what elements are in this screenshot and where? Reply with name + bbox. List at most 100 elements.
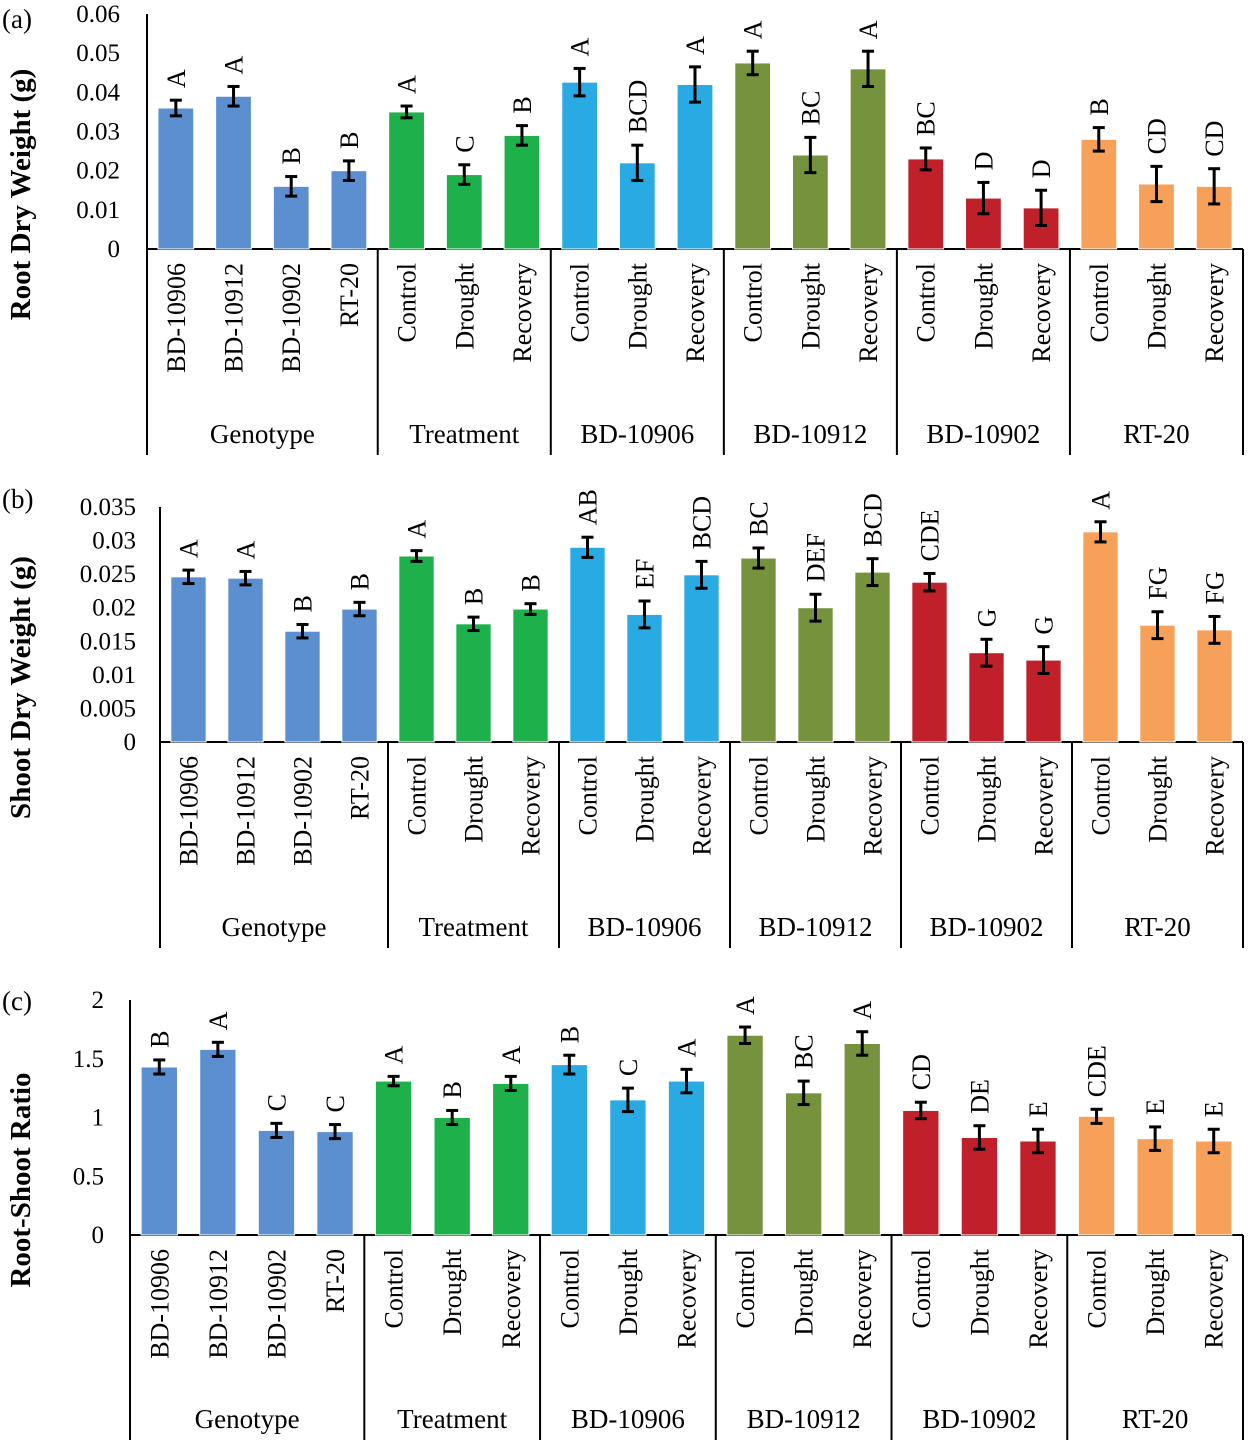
- x-tick-label: Recovery: [1024, 1249, 1053, 1349]
- group-label: Treatment: [397, 1404, 507, 1434]
- bar: [1080, 138, 1118, 250]
- bar: [170, 576, 207, 743]
- bar: [609, 1099, 647, 1236]
- group-label: BD-10912: [753, 419, 867, 449]
- x-tick-label: Control: [916, 756, 945, 835]
- x-tick-label: Drought: [438, 1248, 467, 1335]
- x-tick-label: Control: [566, 263, 595, 342]
- bar: [734, 62, 772, 250]
- x-tick-label: Drought: [460, 755, 489, 842]
- x-tick-label: Control: [1087, 756, 1116, 835]
- group-label: RT-20: [1124, 912, 1190, 942]
- bar: [140, 1066, 178, 1236]
- bar: [455, 623, 492, 743]
- bar: [676, 84, 714, 250]
- x-tick-label: Recovery: [848, 1249, 877, 1349]
- bar: [284, 630, 321, 743]
- x-tick-label: Drought: [1142, 262, 1171, 349]
- panel-a: (a) Root Dry Weight (g) 0 0.01 0.02 0.03 0.04 0…: [2, 1, 1244, 455]
- x-tick-label: Recovery: [673, 1249, 702, 1349]
- x-tick-label: Control: [907, 1249, 936, 1328]
- x-tick-label: Drought: [1141, 1248, 1170, 1335]
- x-tick-label: Recovery: [688, 756, 717, 856]
- significance-letter: FG: [1144, 566, 1173, 599]
- bar: [388, 111, 425, 250]
- bar: [433, 1117, 471, 1236]
- x-tick-label: Drought: [631, 755, 660, 842]
- significance-letter: A: [1087, 491, 1116, 510]
- significance-letter: BC: [912, 101, 941, 136]
- significance-letter: BC: [796, 91, 825, 126]
- x-tick-label: Recovery: [854, 263, 883, 363]
- x-tick-label: Recovery: [1201, 756, 1230, 856]
- significance-letter: A: [848, 1001, 877, 1020]
- x-tick-label: Recovery: [508, 263, 537, 363]
- significance-letter: C: [262, 1094, 291, 1111]
- group-label: BD-10902: [930, 912, 1044, 942]
- significance-letter: B: [438, 1081, 467, 1098]
- bar: [626, 613, 663, 743]
- bar: [199, 1048, 237, 1236]
- x-tick-label: Recovery: [681, 263, 710, 363]
- bar: [341, 608, 378, 743]
- group-label: RT-20: [1122, 1404, 1188, 1434]
- bar: [227, 577, 264, 743]
- x-tick-label: Recovery: [859, 756, 888, 856]
- significance-letter: E: [1200, 1101, 1229, 1117]
- y-tick-label: 0.035: [80, 494, 136, 521]
- y-axis-label: Shoot Dry Weight (g): [5, 556, 37, 819]
- bar: [849, 68, 887, 250]
- x-tick-label: BD-10912: [204, 1249, 233, 1359]
- significance-letter: A: [497, 1045, 526, 1064]
- group-label: BD-10902: [926, 419, 1040, 449]
- x-tick-label: Drought: [450, 262, 479, 349]
- bar: [960, 1136, 999, 1236]
- significance-letter: A: [175, 539, 204, 558]
- significance-letter: E: [1141, 1099, 1170, 1115]
- significance-letter: A: [566, 37, 595, 56]
- x-tick-label: Recovery: [517, 756, 546, 856]
- y-tick-label: 2: [92, 987, 105, 1014]
- group-label: BD-10912: [759, 912, 873, 942]
- panel-label: (a): [2, 4, 32, 34]
- significance-letter: CD: [1200, 121, 1229, 157]
- significance-letter: A: [220, 55, 249, 74]
- significance-letter: D: [1027, 159, 1056, 178]
- group-label: BD-10912: [747, 1404, 861, 1434]
- group-label: Genotype: [210, 419, 315, 449]
- bar: [854, 571, 891, 743]
- bar: [374, 1080, 413, 1236]
- panel-c: (c)Root-Shoot Ratio 00.511.52BBD-10906ABD…: [2, 986, 1244, 1440]
- y-axis-label: Root-Shoot Ratio: [5, 1072, 37, 1287]
- x-tick-label: BD-10902: [277, 263, 306, 373]
- x-tick-label: Drought: [965, 1248, 994, 1335]
- bar: [791, 154, 829, 250]
- y-tick-label: 0.03: [92, 528, 136, 555]
- y-tick-label: 0.005: [80, 695, 136, 722]
- bar: [330, 170, 368, 250]
- significance-letter: B: [335, 132, 364, 149]
- significance-letter: B: [517, 574, 546, 591]
- bar: [550, 1064, 589, 1236]
- significance-letter: A: [403, 520, 432, 539]
- significance-letter: C: [450, 135, 479, 152]
- bar: [157, 107, 195, 250]
- y-tick-label: 0: [92, 1222, 105, 1249]
- x-tick-label: Drought: [614, 1248, 643, 1335]
- significance-letter: A: [731, 996, 760, 1015]
- significance-letter: A: [162, 69, 191, 88]
- x-tick-label: Drought: [623, 262, 652, 349]
- y-axis-label: Root Dry Weight (g): [5, 69, 37, 321]
- group-label: Treatment: [419, 912, 529, 942]
- significance-letter: BC: [745, 501, 774, 536]
- significance-letter: B: [508, 96, 537, 113]
- y-tick-label: 0.02: [76, 158, 120, 185]
- group-label: Treatment: [409, 419, 519, 449]
- group-label: BD-10902: [922, 1404, 1036, 1434]
- bar: [784, 1092, 823, 1236]
- significance-letter: EF: [631, 559, 660, 589]
- significance-letter: CDE: [916, 509, 945, 561]
- x-tick-label: Recovery: [1027, 263, 1056, 363]
- x-tick-label: Control: [574, 756, 603, 835]
- bar: [726, 1034, 764, 1236]
